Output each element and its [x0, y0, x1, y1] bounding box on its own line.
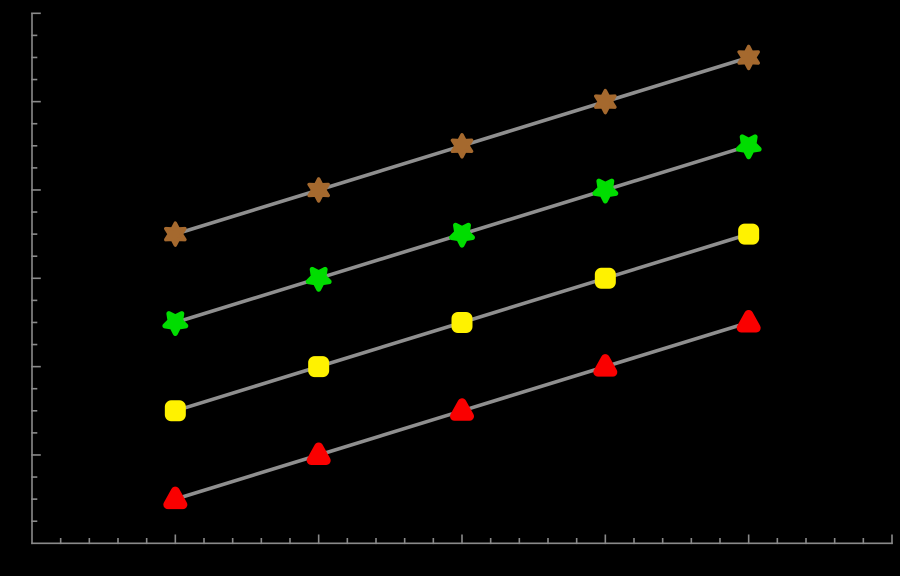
star5-marker: [162, 311, 189, 336]
star5-marker: [592, 178, 619, 204]
rounded-square-marker: [164, 400, 186, 422]
star5-marker: [449, 222, 475, 248]
star6-marker: [737, 44, 760, 71]
brown-star6-series: [164, 44, 760, 247]
rounded-triangle-marker: [736, 309, 761, 333]
rounded-square-marker: [308, 356, 330, 378]
star6-marker: [450, 133, 474, 159]
star6-marker: [307, 177, 330, 203]
green-star5-series: [162, 134, 762, 336]
star5-marker: [735, 134, 762, 160]
rounded-square-marker: [594, 267, 616, 289]
rounded-triangle-marker: [450, 398, 474, 421]
star5-marker: [305, 266, 332, 292]
rounded-triangle-marker: [306, 442, 331, 465]
rounded-square-marker: [451, 311, 473, 333]
rounded-triangle-marker: [163, 486, 188, 510]
rounded-triangle-marker: [593, 354, 618, 377]
rounded-square-marker: [738, 223, 760, 245]
red-drop-series: [163, 309, 761, 510]
star6-marker: [594, 88, 617, 115]
star6-marker: [164, 221, 187, 247]
yellow-square-series: [164, 223, 760, 422]
axes: [31, 12, 893, 545]
